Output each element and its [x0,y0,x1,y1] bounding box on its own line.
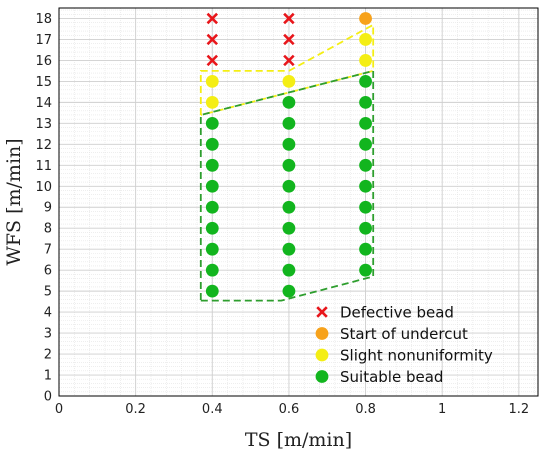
suitable-bead-point [359,75,372,88]
legend-label-start-of-undercut: Start of undercut [340,325,468,343]
suitable-bead-point [205,116,219,130]
plot-frame [58,7,539,397]
y-tick-label: 7 [44,243,52,258]
suitable-bead-point [359,95,372,109]
defective-bead-point [206,33,218,46]
slight-nonuniformity-point [205,95,219,109]
suitable-bead-point [282,242,296,256]
y-tick-label: 0 [44,390,52,405]
y-tick-label: 15 [35,75,52,90]
marker-stroke [283,54,295,67]
y-tick-label: 16 [35,54,52,69]
legend-label-slight-nonuniformity: Slight nonuniformity [340,347,493,365]
suitable-bead-point [282,263,296,277]
marker-stroke [283,12,295,25]
feasibility-regions [199,23,375,302]
suitable-bead-point [359,221,372,235]
x-tick-label: 0.8 [355,402,376,417]
y-tick-label: 5 [44,285,52,300]
data-points [205,12,372,298]
region-boundary [199,23,375,116]
suitable-bead-point [205,242,219,256]
y-tick-label: 3 [44,327,52,342]
suitable-bead-point [205,137,219,151]
suitable-bead-point [205,284,219,298]
x-tick-label: 0.2 [125,402,146,417]
start-of-undercut-point [359,12,372,25]
marker-stroke [206,12,218,25]
suitable-bead-point [282,200,296,214]
y-tick-label: 18 [35,12,52,27]
suitable-bead-point [359,158,372,172]
marker-stroke [316,306,328,318]
slight-nonuniformity-point [359,33,372,46]
suitable-bead-point [205,179,219,193]
suitable-bead-point [359,242,372,256]
y-tick-label: 2 [44,348,52,363]
legend-label-defective-bead: Defective bead [340,304,454,322]
slight-nonuniformity-point [359,54,372,67]
suitable-bead-point [282,116,296,130]
y-tick-label: 13 [35,117,52,132]
legend: Defective bead Start of undercut Slight no… [315,304,493,386]
defective-bead-point [283,12,295,25]
y-tick-label: 10 [35,180,52,195]
x-tick-labels: 0 0.2 0.4 0.6 0.8 1 1.2 [55,402,529,417]
x-tick-label: 1 [438,402,446,417]
x-axis-label: TS [m/min] [245,429,352,451]
y-tick-label: 4 [44,306,52,321]
slight-nonuniformity-point [282,75,296,88]
y-tick-label: 8 [44,222,52,237]
y-tick-label: 14 [35,96,52,111]
y-tick-label: 17 [35,33,52,48]
suitable-bead-point [205,200,219,214]
slight-nonuniformity-point [205,75,219,88]
x-tick-label: 0.6 [279,402,300,417]
y-tick-label: 12 [35,138,52,153]
suitable-bead-point [359,116,372,130]
legend-marker-suitable-bead [315,370,329,383]
defective-bead-point [283,33,295,46]
region-boundary [199,69,375,302]
suitable-bead-point [282,137,296,151]
y-tick-label: 11 [35,159,52,174]
defective-bead-point [206,54,218,67]
x-tick-label: 1.2 [508,402,529,417]
legend-marker-defective-bead [316,306,328,318]
legend-label-suitable-bead: Suitable bead [340,368,443,386]
legend-marker-start-of-undercut [315,327,329,340]
suitable-bead-point [359,179,372,193]
y-tick-label: 9 [44,201,52,216]
suitable-bead-point [205,158,219,172]
suitable-bead-point [359,200,372,214]
marker-stroke [206,33,218,46]
suitable-bead-point [282,179,296,193]
defective-bead-point [283,54,295,67]
y-tick-label: 1 [44,369,52,384]
suitable-bead-point [282,95,296,109]
suitable-bead-point [282,284,296,298]
suitable-bead-point [282,158,296,172]
suitable-bead-point [282,221,296,235]
x-tick-label: 0.4 [202,402,223,417]
y-tick-label: 6 [44,264,52,279]
marker-stroke [283,33,295,46]
x-tick-label: 0 [55,402,63,417]
suitable-bead-point [359,263,372,277]
y-axis-label: WFS [m/min] [3,138,25,265]
suitable-bead-point [205,221,219,235]
suitable-bead-point [205,263,219,277]
defective-bead-point [206,12,218,25]
legend-marker-slight-nonuniformity [315,348,329,362]
suitable-bead-point [359,137,372,151]
marker-stroke [206,54,218,67]
